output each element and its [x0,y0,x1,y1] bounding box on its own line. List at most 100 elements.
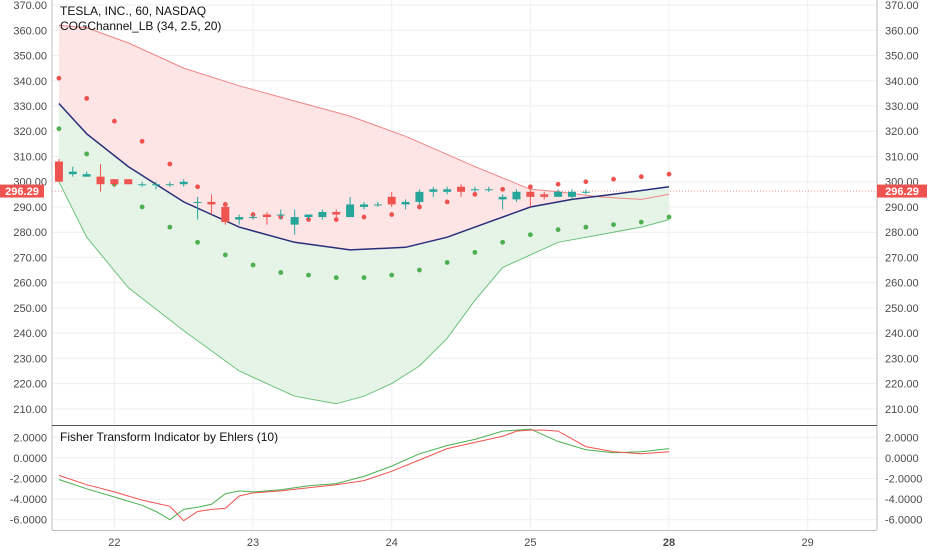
candle-body[interactable] [415,191,424,202]
candle-body[interactable] [193,201,202,203]
price-tick-label: 360.00 [885,25,919,37]
candle-body[interactable] [457,186,466,192]
lower-dot [555,227,561,233]
lower-band-line [58,181,670,405]
upper-dot [167,161,173,167]
price-tick-label: 230.00 [13,353,47,365]
candle-body[interactable] [554,191,563,197]
indicator-title: COGChannel_LB (34, 2.5, 20) [60,19,221,33]
candlestick-series[interactable] [54,159,590,235]
candle-body[interactable] [221,206,230,223]
fisher-tick-label: -4.0000 [885,494,922,506]
price-tick-label: 310.00 [13,151,47,163]
price-tick-label: 260.00 [885,278,919,290]
upper-dot [111,118,117,124]
candle-body[interactable] [235,217,244,220]
candle-body[interactable] [443,189,452,192]
price-axis-left[interactable]: 210.00 220.00 230.00 240.00 250.00 260.00 270.… [13,0,47,416]
price-tick-label: 220.00 [885,379,919,391]
candle-body[interactable] [429,189,438,192]
candle-body[interactable] [82,174,91,177]
candle-body[interactable] [498,196,507,200]
fisher-line[interactable] [58,428,670,521]
candle-body[interactable] [540,194,549,197]
candle-body[interactable] [290,217,299,225]
fisher-transform-series[interactable] [58,428,670,522]
candle-body[interactable] [512,191,521,200]
candle-body[interactable] [179,181,188,185]
candle-body[interactable] [359,204,368,207]
price-tick-label: 240.00 [885,328,919,340]
price-tick-label: 370.00 [13,0,47,12]
indicator-axis-left[interactable]: 2.0000 0.0000 -2.0000 -4.0000 -6.0000 [10,432,47,526]
upper-dot [583,179,589,185]
price-tick-label: 350.00 [13,51,47,63]
upper-dot [666,171,672,177]
price-axis-right[interactable]: 210.00 220.00 230.00 240.00 250.00 260.00 270.… [885,0,919,416]
upper-dot [417,204,422,210]
fisher-tick-label: -6.0000 [885,515,922,527]
price-tick-label: 250.00 [885,303,919,315]
candle-body[interactable] [567,191,576,197]
price-tick-label: 210.00 [13,404,47,416]
time-tick-label: 28 [663,537,675,549]
price-tick-label: 260.00 [13,278,47,290]
candle-body[interactable] [526,191,535,197]
candle-body[interactable] [54,161,63,182]
lower-dot [84,151,90,157]
lower-dot [167,224,173,230]
candle-body[interactable] [470,189,479,191]
lower-dot [56,126,62,132]
time-tick-label: 22 [108,537,120,549]
upper-dot [361,214,367,220]
candle-body[interactable] [207,201,216,205]
price-tick-label: 360.00 [13,25,47,37]
lower-dot [472,249,478,255]
candle-body[interactable] [387,196,396,205]
time-axis[interactable]: 22 23 24 25 28 29 [108,537,814,549]
candle-body[interactable] [68,171,77,175]
fisher-tick-label: -6.0000 [10,515,47,527]
candle-body[interactable] [110,179,119,185]
indicator-axis-right[interactable]: 2.0000 0.0000 -2.0000 -4.0000 -6.0000 [885,432,922,526]
upper-dot [555,181,561,187]
lower-dot [583,224,589,230]
candle-body[interactable] [138,184,147,186]
fisher-tick-label: 0.0000 [885,453,919,465]
candle-body[interactable] [484,189,493,191]
candle-body[interactable] [276,214,285,216]
candle-body[interactable] [581,191,590,193]
candle-body[interactable] [373,204,382,206]
upper-dot [389,212,395,217]
lower-dot [250,262,256,268]
candle-body[interactable] [401,201,410,205]
candle-body[interactable] [262,214,271,218]
candle-body[interactable] [151,184,160,186]
candle-body[interactable] [304,214,313,218]
candle-body[interactable] [249,217,258,219]
candle-body[interactable] [332,212,341,215]
upper-dot [84,96,90,101]
upper-dot [139,138,145,144]
candle-body[interactable] [124,179,133,185]
time-tick-label: 23 [247,537,259,549]
candle-body[interactable] [165,184,174,186]
fisher-title: Fisher Transform Indicator by Ehlers (10… [60,430,278,444]
candle-body[interactable] [318,212,327,218]
last-price-left-label: 296.29 [5,186,39,198]
last-price-tag-right: 296.29 [877,184,927,198]
price-tick-label: 230.00 [885,353,919,365]
upper-dot [56,75,62,81]
last-price-right-label: 296.29 [885,186,919,198]
upper-band-line [58,24,670,200]
candle-body[interactable] [96,176,105,185]
price-tick-label: 340.00 [13,76,47,88]
fisher-tick-label: 2.0000 [13,432,47,444]
candle-body[interactable] [346,204,355,218]
sub-grid [52,427,877,530]
lower-dot [222,252,228,258]
fisher-trigger-line[interactable] [58,429,670,522]
upper-dot [500,186,506,192]
price-tick-label: 250.00 [13,303,47,315]
